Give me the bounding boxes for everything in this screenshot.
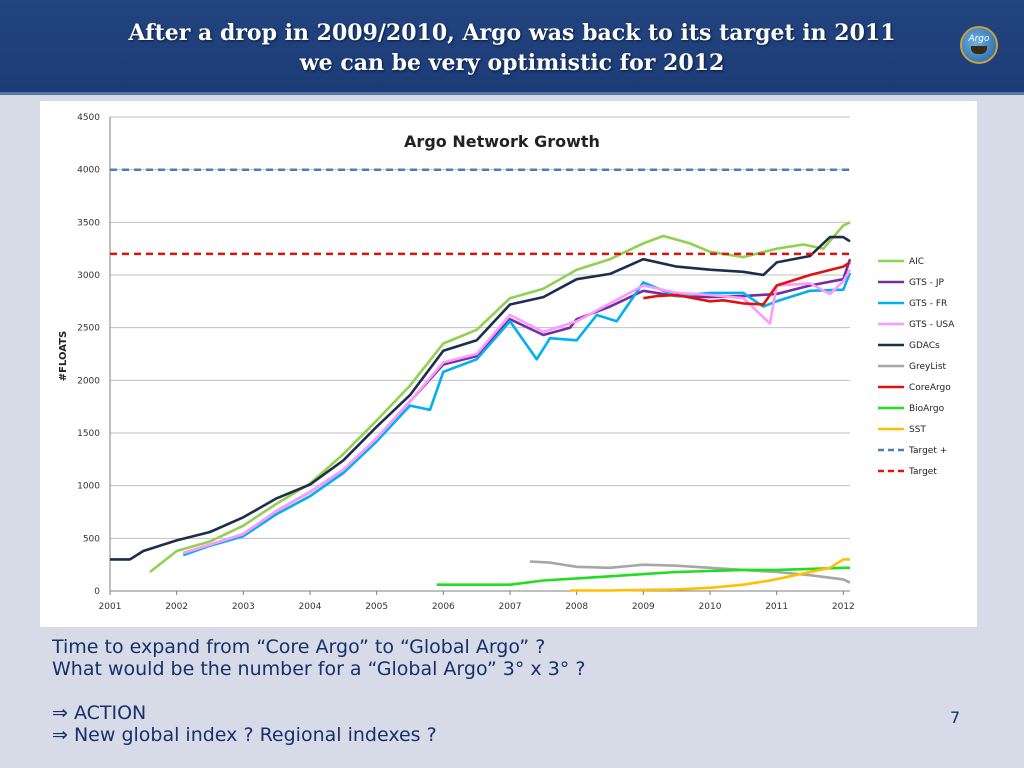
note-line-action: ⇒ ACTION bbox=[52, 702, 147, 724]
argo-logo-icon: Argo bbox=[960, 26, 998, 64]
legend-label-gts-jp: GTS - JP bbox=[909, 278, 944, 288]
y-tick-label: 2500 bbox=[77, 324, 100, 334]
x-tick-label: 2003 bbox=[232, 602, 255, 612]
x-tick-label: 2007 bbox=[499, 602, 522, 612]
x-tick-label: 2008 bbox=[565, 602, 588, 612]
y-tick-label: 0 bbox=[94, 587, 100, 597]
series-line-sst bbox=[570, 558, 850, 592]
y-tick-label: 3500 bbox=[77, 218, 100, 228]
note-line-1: Time to expand from “Core Argo” to “Glob… bbox=[52, 636, 546, 658]
argo-growth-chart: 0 500 1000 1500 2000 2500 3000 3500 4000 4500 2001… bbox=[58, 113, 955, 612]
x-tick-label: 2009 bbox=[632, 602, 655, 612]
boat-icon bbox=[971, 46, 987, 54]
y-tick-label: 500 bbox=[83, 534, 100, 544]
legend-label-target: Target + bbox=[908, 446, 947, 456]
series-line-bioargo bbox=[436, 566, 850, 587]
y-tick-label: 4500 bbox=[77, 113, 100, 123]
slide-notes: Time to expand from “Core Argo” to “Glob… bbox=[52, 636, 932, 746]
x-tick-label: 2005 bbox=[365, 602, 388, 612]
x-tick-label: 2002 bbox=[165, 602, 188, 612]
y-tick-label: 2000 bbox=[77, 376, 100, 386]
note-spacer bbox=[52, 680, 932, 702]
chart-panel: 0 500 1000 1500 2000 2500 3000 3500 4000 4500 2001… bbox=[40, 101, 977, 627]
note-line-indexes: ⇒ New global index ? Regional indexes ? bbox=[52, 724, 437, 746]
title-line-1: After a drop in 2009/2010, Argo was back… bbox=[128, 20, 896, 46]
x-tick-label: 2010 bbox=[699, 602, 722, 612]
series-lines bbox=[110, 168, 852, 592]
y-tick-label: 4000 bbox=[77, 166, 100, 176]
series-line-gdacs bbox=[110, 235, 851, 561]
y-tick-label: 1000 bbox=[77, 482, 100, 492]
slide-header: After a drop in 2009/2010, Argo was back… bbox=[0, 0, 1024, 95]
legend-label-greylist: GreyList bbox=[909, 362, 947, 372]
x-tick-label: 2011 bbox=[765, 602, 788, 612]
y-tick-label: 1500 bbox=[77, 429, 100, 439]
series-line-coreargo bbox=[643, 261, 851, 306]
title-line-2: we can be very optimistic for 2012 bbox=[299, 50, 725, 76]
page-number: 7 bbox=[950, 708, 961, 727]
legend-label-gdacs: GDACs bbox=[909, 341, 940, 351]
x-tick-label: 2006 bbox=[432, 602, 455, 612]
x-tick-label: 2004 bbox=[299, 602, 322, 612]
legend-label-sst: SST bbox=[909, 425, 926, 435]
series-line-gts-fr bbox=[182, 272, 852, 557]
series-line-gts-usa bbox=[182, 269, 852, 555]
legend-label-gts-fr: GTS - FR bbox=[909, 299, 947, 309]
legend-label-target: Target bbox=[908, 467, 937, 477]
note-line-2: What would be the number for a “Global A… bbox=[52, 658, 586, 680]
series-line-aic bbox=[149, 221, 851, 574]
chart-title: Argo Network Growth bbox=[404, 132, 600, 151]
y-tick-label: 3000 bbox=[77, 271, 100, 281]
series-line-greylist bbox=[529, 560, 851, 584]
axes: 0 500 1000 1500 2000 2500 3000 3500 4000 4500 2001… bbox=[77, 113, 855, 612]
legend-label-coreargo: CoreArgo bbox=[909, 383, 951, 393]
legend: AIC GTS - JP GTS - FR GTS - USA GDACs GreyLis… bbox=[878, 257, 955, 477]
slide-title: After a drop in 2009/2010, Argo was back… bbox=[0, 18, 1024, 78]
x-tick-label: 2012 bbox=[832, 602, 855, 612]
legend-label-aic: AIC bbox=[909, 257, 924, 267]
y-axis-label: #FLOATS bbox=[58, 331, 69, 381]
legend-label-gts-usa: GTS - USA bbox=[909, 320, 955, 330]
legend-label-bioargo: BioArgo bbox=[909, 404, 945, 414]
logo-text: Argo bbox=[968, 34, 990, 44]
x-tick-label: 2001 bbox=[99, 602, 122, 612]
